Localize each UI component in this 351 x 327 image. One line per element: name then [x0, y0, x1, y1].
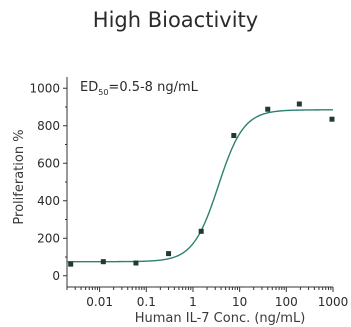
y-tick-label: 800	[37, 119, 60, 133]
data-point	[296, 101, 302, 107]
data-point	[68, 261, 74, 267]
x-tick-label: 100	[275, 295, 298, 309]
y-tick-label: 1000	[29, 81, 60, 95]
fit-curve-line	[67, 109, 333, 263]
x-ticks: 0.01 0.1 1 10 100 1000	[66, 287, 349, 309]
ed50-annotation: ED50=0.5-8 ng/mL	[80, 80, 199, 97]
chart-title: High Bioactivity	[92, 8, 259, 32]
y-tick-label: 200	[37, 231, 60, 245]
ed50-main: ED	[80, 80, 98, 95]
y-tick-label: 0	[52, 269, 60, 283]
data-points	[68, 101, 335, 267]
data-point	[166, 251, 172, 257]
x-tick-label: 0.1	[137, 295, 156, 309]
y-tick-label: 400	[37, 194, 60, 208]
data-point	[231, 133, 237, 138]
data-point	[100, 259, 106, 265]
data-point	[133, 260, 139, 266]
y-axis-label: Proliferation %	[12, 129, 27, 224]
x-axis-label: Human IL-7 Conc. (ng/mL)	[135, 311, 306, 326]
data-point	[198, 228, 204, 234]
x-tick-label: 1000	[318, 295, 349, 309]
y-ticks: 0 200 400 600 800 1000	[29, 81, 67, 283]
x-tick-label: 10	[232, 295, 247, 309]
ed50-rest: =0.5-8 ng/mL	[108, 80, 198, 95]
data-point	[265, 106, 271, 112]
ed50-subscript: 50	[98, 88, 108, 97]
data-point	[329, 116, 335, 122]
x-tick-label: 0.01	[86, 295, 113, 309]
x-tick-label: 1	[189, 295, 197, 309]
y-tick-label: 600	[37, 156, 60, 170]
